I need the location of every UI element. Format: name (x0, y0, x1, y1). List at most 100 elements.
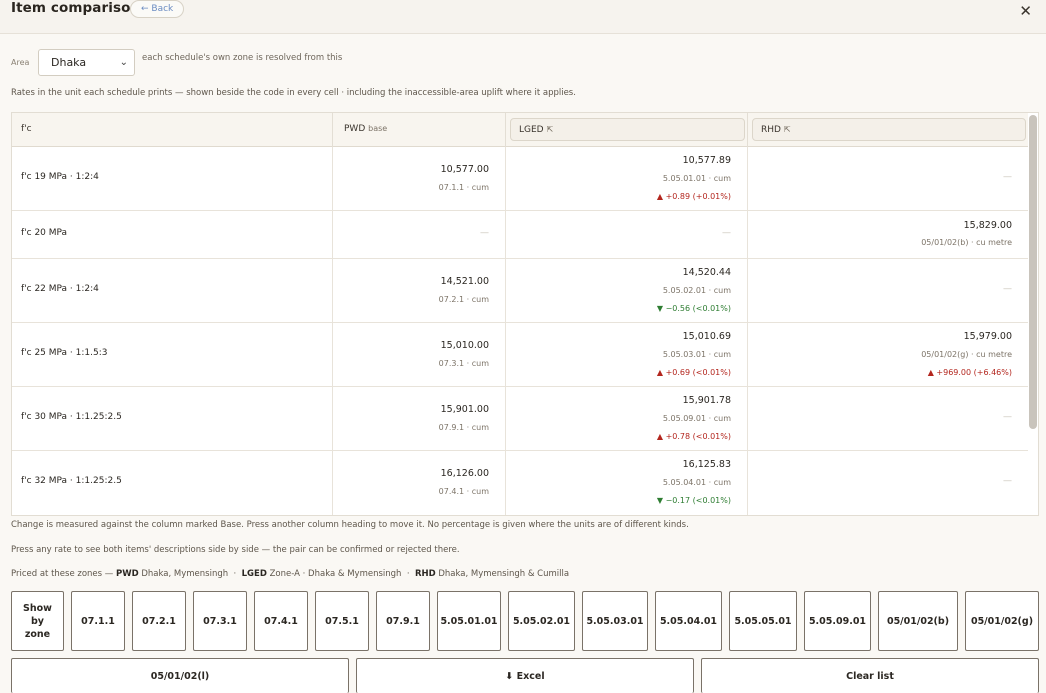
header-rhd-button[interactable]: RHD ⇱ (752, 118, 1026, 141)
rate-value: 14,520.44 (682, 267, 731, 278)
rate-cell-pwd: — (333, 211, 506, 258)
zone-pwd-label: PWD (116, 569, 139, 579)
rate-code: 07.3.1 · cum (438, 359, 489, 368)
rate-code: 5.05.09.01 · cum (662, 414, 731, 423)
change-indicator: ▼ −0.17 (<0.01%) (656, 496, 731, 505)
rate-cell-pwd[interactable]: 14,521.00 07.2.1 · cum (333, 259, 506, 322)
code-button-5-05-03-01[interactable]: 5.05.03.01 (582, 591, 648, 651)
change-note: Change is measured against the column ma… (11, 520, 689, 530)
rate-value: 15,010.00 (440, 340, 489, 351)
code-button-05-01-02-g[interactable]: 05/01/02(g) (965, 591, 1039, 651)
table-row: f'c 20 MPa — — 15,829.00 05/01/02(b) · c… (12, 211, 1028, 259)
rate-cell-pwd[interactable]: 10,577.00 07.1.1 · cum (333, 147, 506, 210)
empty-dash: — (480, 228, 489, 238)
rate-cell-rhd: — (748, 387, 1028, 450)
row-label: f'c 30 MPa · 1:1.25:2.5 (21, 412, 122, 422)
title-bar: Item comparison ← Back ✕ (0, 0, 1046, 34)
header-lged-button[interactable]: LGED ⇱ (510, 118, 745, 141)
chevron-down-icon: ⌄ (119, 57, 128, 68)
rate-cell-pwd[interactable]: 16,126.00 07.4.1 · cum (333, 451, 506, 515)
change-indicator: ▲ +0.78 (<0.01%) (656, 432, 731, 441)
row-label-cell: f'c 22 MPa · 1:2:4 (12, 259, 333, 322)
rate-code: 05/01/02(g) · cu metre (921, 350, 1012, 359)
header-pwd-label: PWD (344, 124, 366, 134)
rate-value: 10,577.89 (682, 155, 731, 166)
area-select[interactable]: Dhaka ⌄ (38, 49, 135, 76)
rate-cell-pwd[interactable]: 15,010.00 07.3.1 · cum (333, 323, 506, 386)
row-label-cell: f'c 19 MPa · 1:2:4 (12, 147, 333, 210)
row-label: f'c 32 MPa · 1:1.25:2.5 (21, 476, 122, 486)
rate-cell-rhd: — (748, 259, 1028, 322)
rate-cell-lged[interactable]: 14,520.44 5.05.02.01 · cum ▼ −0.56 (<0.0… (506, 259, 748, 322)
table-header: f'c PWD base LGED ⇱ RHD ⇱ (12, 113, 1028, 147)
row-label-cell: f'c 25 MPa · 1:1.5:3 (12, 323, 333, 386)
code-button-5-05-01-01[interactable]: 5.05.01.01 (437, 591, 501, 651)
rate-cell-lged[interactable]: 15,901.78 5.05.09.01 · cum ▲ +0.78 (<0.0… (506, 387, 748, 450)
zone-rhd-label: RHD (414, 569, 436, 579)
change-indicator: ▲ +0.89 (+0.01%) (656, 192, 731, 201)
table-row: f'c 25 MPa · 1:1.5:3 15,010.00 07.3.1 · … (12, 323, 1028, 387)
rate-cell-rhd: — (748, 147, 1028, 210)
table-row: f'c 32 MPa · 1:1.25:2.5 16,126.00 07.4.1… (12, 451, 1028, 515)
code-button-07-5-1[interactable]: 07.5.1 (315, 591, 369, 651)
code-button-07-1-1[interactable]: 07.1.1 (71, 591, 125, 651)
code-button-5-05-09-01[interactable]: 5.05.09.01 (804, 591, 871, 651)
rates-note: Rates in the unit each schedule prints —… (11, 88, 576, 98)
code-button-5-05-02-01[interactable]: 5.05.02.01 (508, 591, 575, 651)
rate-code: 05/01/02(b) · cu metre (921, 238, 1012, 247)
rate-code: 5.05.01.01 · cum (662, 174, 731, 183)
back-button[interactable]: ← Back (130, 0, 185, 18)
rate-value: 15,901.78 (682, 395, 731, 406)
rate-code: 5.05.02.01 · cum (662, 286, 731, 295)
code-button-5-05-04-01[interactable]: 5.05.04.01 (655, 591, 722, 651)
code-button-07-3-1[interactable]: 07.3.1 (193, 591, 247, 651)
row-label: f'c 20 MPa (21, 228, 68, 238)
row-label-cell: f'c 30 MPa · 1:1.25:2.5 (12, 387, 333, 450)
area-label: Area (11, 58, 30, 67)
header-rhd: RHD ⇱ (748, 113, 1028, 147)
header-item: f'c (12, 113, 333, 147)
empty-dash: — (1003, 172, 1012, 182)
rate-value: 10,577.00 (440, 164, 489, 175)
row-label-cell: f'c 32 MPa · 1:1.25:2.5 (12, 451, 333, 515)
header-pwd[interactable]: PWD base (333, 113, 506, 147)
rate-cell-lged[interactable]: 16,125.83 5.05.04.01 · cum ▼ −0.17 (<0.0… (506, 451, 748, 515)
rate-cell-rhd[interactable]: 15,979.00 05/01/02(g) · cu metre ▲ +969.… (748, 323, 1028, 386)
empty-dash: — (1003, 476, 1012, 486)
code-button-05-01-02-l[interactable]: 05/01/02(l) (11, 658, 349, 693)
zone-pwd: Dhaka, Mymensingh (141, 569, 229, 579)
rate-cell-pwd[interactable]: 15,901.00 07.9.1 · cum (333, 387, 506, 450)
rate-value: 15,979.00 (963, 331, 1012, 342)
row-label: f'c 19 MPa · 1:2:4 (21, 172, 99, 182)
rate-code: 07.9.1 · cum (438, 423, 489, 432)
code-button-07-9-1[interactable]: 07.9.1 (376, 591, 430, 651)
close-icon[interactable]: ✕ (1019, 2, 1032, 20)
table-scrollbar[interactable] (1029, 115, 1037, 429)
code-button-07-2-1[interactable]: 07.2.1 (132, 591, 186, 651)
code-button-07-4-1[interactable]: 07.4.1 (254, 591, 308, 651)
show-by-zone-button[interactable]: Show by zone (11, 591, 64, 651)
code-button-05-01-02-b[interactable]: 05/01/02(b) (878, 591, 958, 651)
rate-cell-lged[interactable]: 15,010.69 5.05.03.01 · cum ▲ +0.69 (<0.0… (506, 323, 748, 386)
area-hint: each schedule's own zone is resolved fro… (142, 53, 343, 63)
row-label: f'c 25 MPa · 1:1.5:3 (21, 348, 108, 358)
table-row: f'c 30 MPa · 1:1.25:2.5 15,901.00 07.9.1… (12, 387, 1028, 451)
zone-separator: · (406, 569, 410, 579)
code-button-5-05-05-01[interactable]: 5.05.05.01 (729, 591, 797, 651)
excel-button[interactable]: ⬇ Excel (356, 658, 694, 693)
rate-value: 16,125.83 (682, 459, 731, 470)
rate-value: 15,901.00 (440, 404, 489, 415)
rate-cell-rhd[interactable]: 15,829.00 05/01/02(b) · cu metre (748, 211, 1028, 258)
rate-value: 15,829.00 (963, 220, 1012, 231)
move-base-icon: ⇱ (546, 125, 554, 134)
page-title: Item comparison (11, 0, 141, 16)
comparison-table: f'c PWD base LGED ⇱ RHD ⇱ f'c 19 MPa · 1… (11, 112, 1039, 516)
clear-list-button[interactable]: Clear list (701, 658, 1039, 693)
empty-dash: — (1003, 412, 1012, 422)
header-lged-label: LGED (519, 125, 544, 135)
rate-cell-lged[interactable]: 10,577.89 5.05.01.01 · cum ▲ +0.89 (+0.0… (506, 147, 748, 210)
area-selected-value: Dhaka (51, 56, 87, 69)
rate-code: 5.05.04.01 · cum (662, 478, 731, 487)
change-indicator: ▼ −0.56 (<0.01%) (656, 304, 731, 313)
press-note: Press any rate to see both items' descri… (11, 545, 460, 555)
